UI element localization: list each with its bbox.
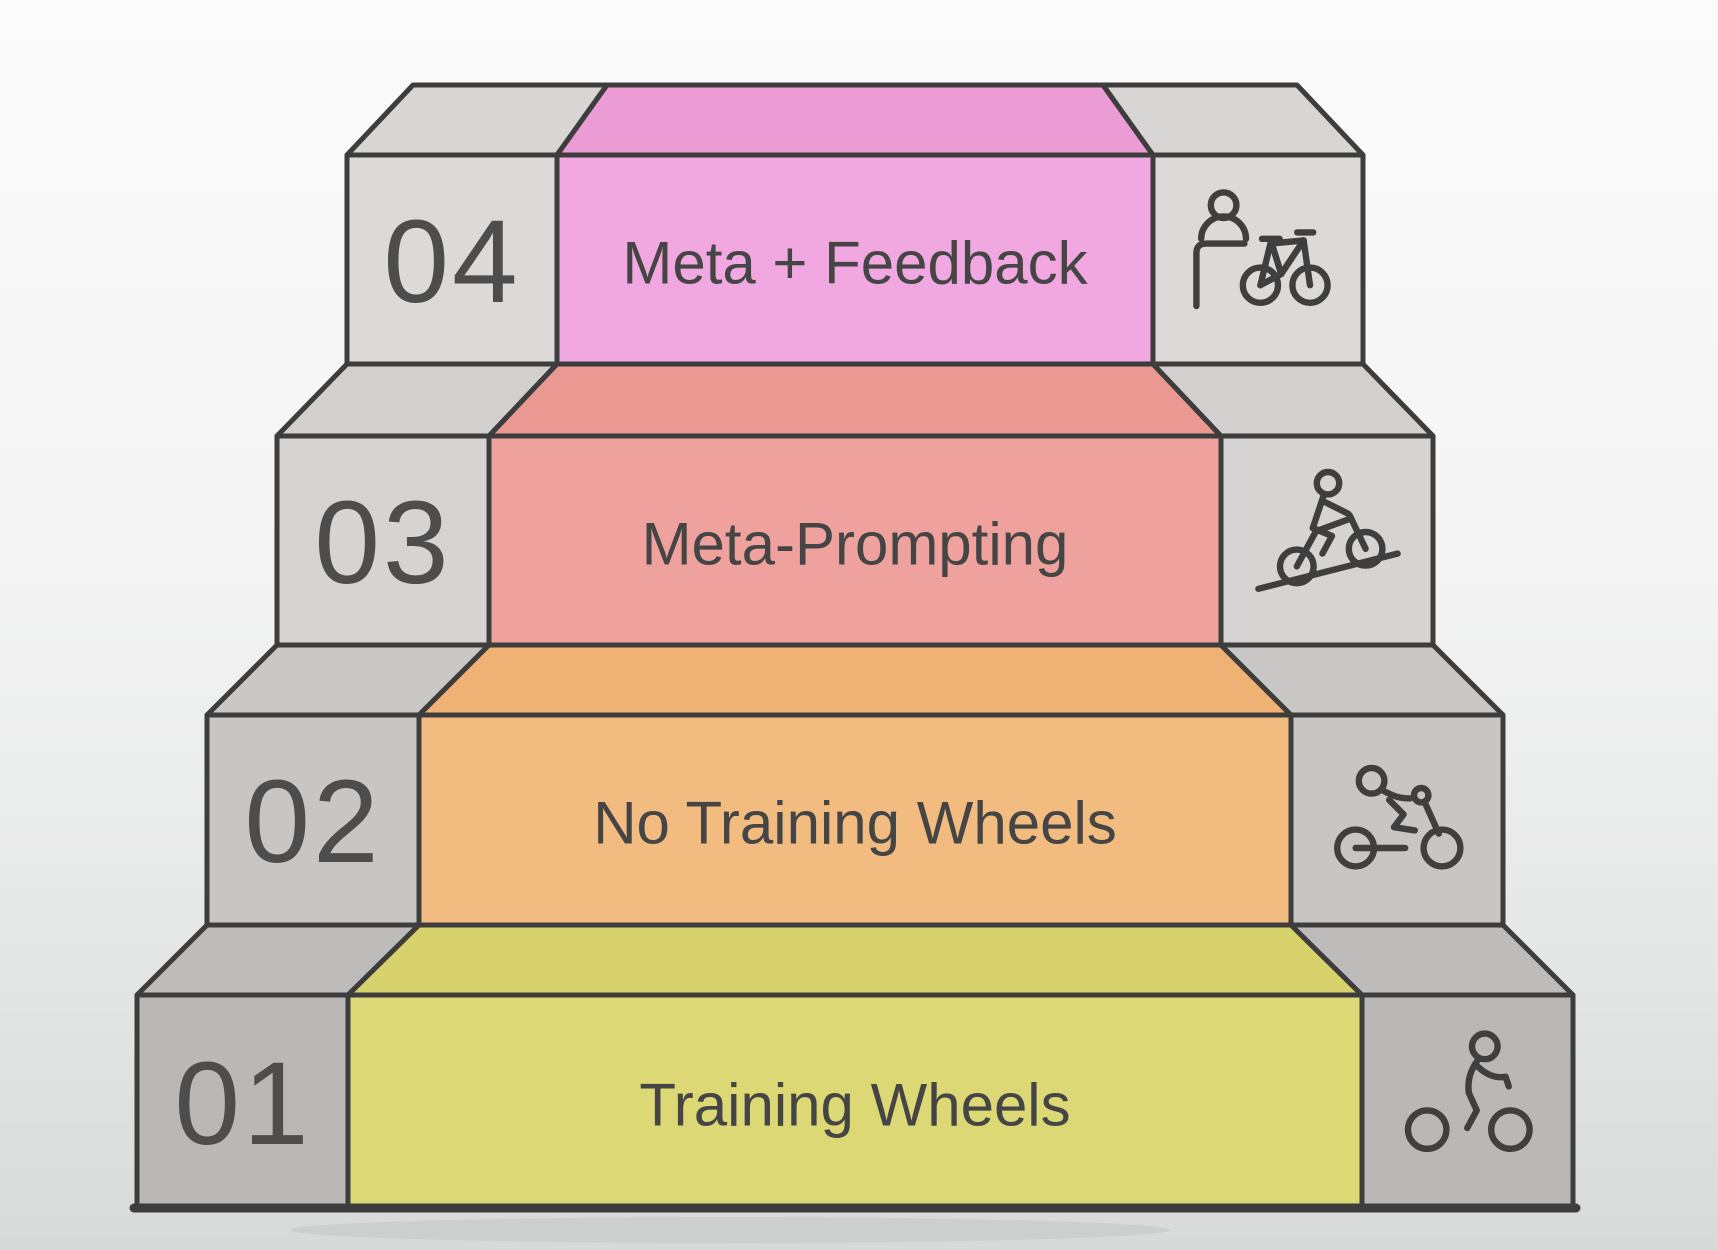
level-2-label: No Training Wheels	[593, 790, 1117, 857]
level-4-label: Meta + Feedback	[622, 230, 1088, 297]
level-01: 01 Training Wheels	[129, 922, 1581, 1213]
level-1-icon-panel	[1359, 992, 1576, 1211]
level-1-label-panel	[345, 992, 1365, 1211]
level-1-label: Training Wheels	[639, 1072, 1070, 1139]
level-02: 02 No Training Wheels	[204, 642, 1506, 928]
level-3-label: Meta-Prompting	[642, 511, 1069, 578]
level-04: 04 Meta + Feedback	[344, 82, 1366, 367]
level-4-number-panel	[344, 152, 560, 367]
level-4-tread-center	[554, 82, 1156, 158]
level-3-label-panel	[486, 433, 1224, 648]
level-1-number-panel	[134, 992, 351, 1211]
level-3-tread-center	[486, 361, 1224, 439]
level-2-number: 02	[244, 756, 381, 888]
ground-shadow	[290, 1217, 1170, 1243]
level-03: 03 Meta-Prompting	[274, 361, 1436, 648]
level-2-tread-center	[416, 642, 1294, 718]
level-2-label-panel	[416, 712, 1294, 928]
level-2-number-panel	[204, 712, 422, 928]
level-4-icon-panel	[1150, 152, 1366, 367]
level-3-number-panel	[274, 433, 492, 648]
person-with-bike-icon	[1193, 189, 1331, 310]
casual-cyclist-icon	[1404, 1030, 1533, 1153]
level-1-tread-center	[345, 922, 1365, 998]
level-1-number: 01	[174, 1038, 311, 1170]
uphill-cyclist-icon	[1255, 468, 1401, 593]
level-4-number: 04	[383, 196, 520, 328]
aero-racer-cyclist-icon	[1334, 764, 1464, 870]
level-3-number: 03	[314, 477, 451, 609]
